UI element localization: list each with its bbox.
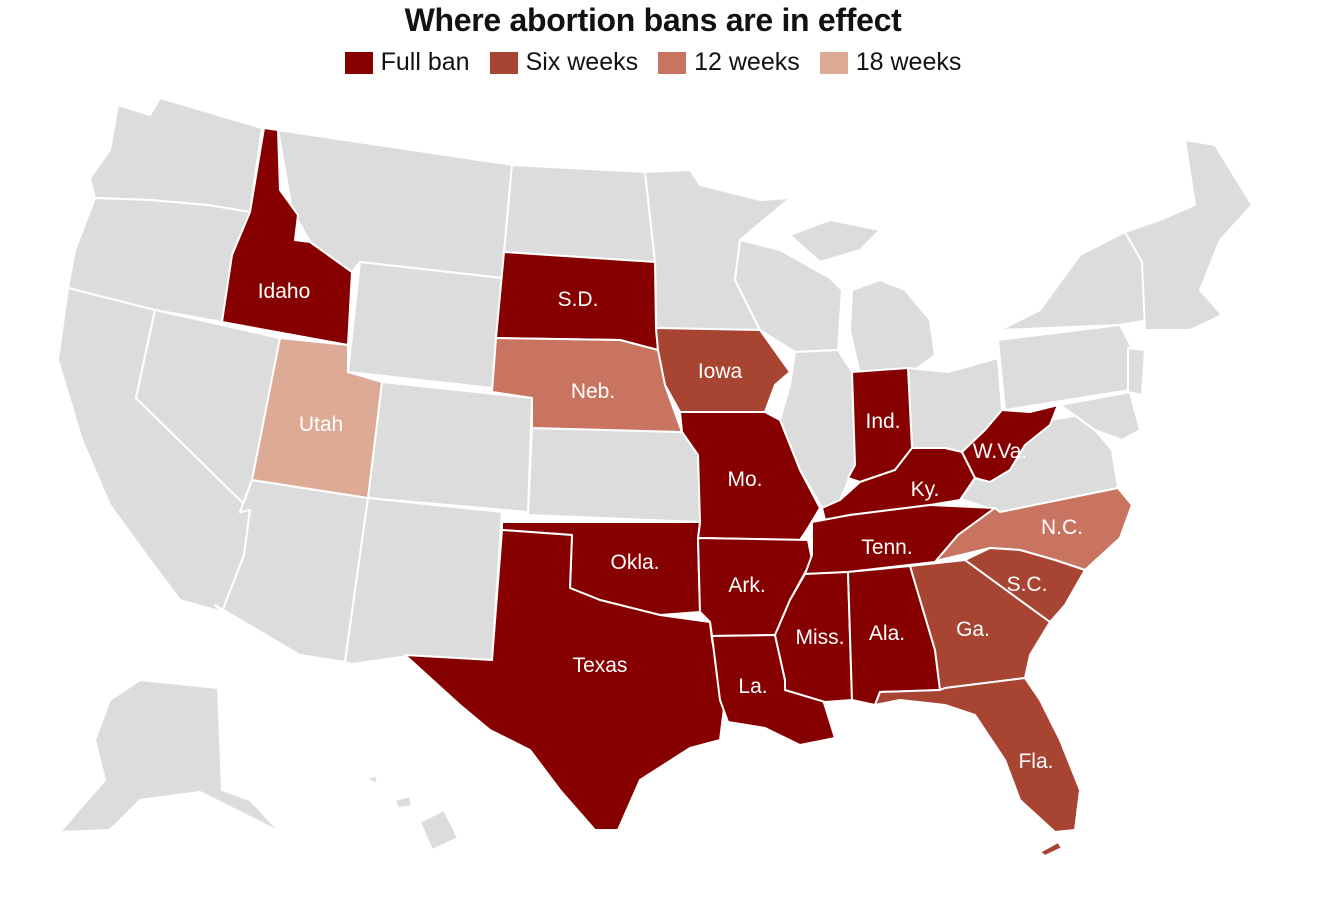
label-iowa: Iowa bbox=[698, 360, 743, 383]
state-florida bbox=[874, 677, 1081, 833]
state-washington bbox=[89, 97, 263, 213]
state-north-dakota bbox=[503, 164, 656, 263]
state-michigan bbox=[789, 219, 936, 376]
state-missouri bbox=[679, 411, 821, 541]
legend-item-18-weeks: 18 weeks bbox=[819, 48, 962, 77]
state-alaska bbox=[59, 679, 281, 833]
legend-label-six-weeks: Six weeks bbox=[525, 48, 639, 76]
label-south-dakota: S.D. bbox=[558, 288, 599, 311]
legend-label-18-weeks: 18 weeks bbox=[855, 48, 962, 76]
label-texas: Texas bbox=[573, 654, 628, 677]
label-tennessee: Tenn. bbox=[861, 536, 912, 559]
legend: Full ban Six weeks 12 weeks 18 weeks bbox=[0, 48, 1306, 77]
label-north-carolina: N.C. bbox=[1041, 516, 1083, 539]
label-oklahoma: Okla. bbox=[610, 551, 659, 574]
label-georgia: Ga. bbox=[956, 618, 990, 641]
no-ban-states bbox=[57, 97, 1253, 851]
state-new-york bbox=[999, 231, 1149, 331]
legend-item-full-ban: Full ban bbox=[344, 48, 470, 77]
legend-swatch-six-weeks bbox=[489, 51, 518, 74]
legend-label-full-ban: Full ban bbox=[380, 48, 470, 76]
ban-states bbox=[221, 127, 1133, 857]
label-louisiana: La. bbox=[738, 675, 767, 698]
state-texas bbox=[404, 529, 726, 831]
state-colorado bbox=[367, 381, 533, 513]
legend-label-12-weeks: 12 weeks bbox=[694, 48, 800, 76]
legend-item-12-weeks: 12 weeks bbox=[658, 48, 800, 77]
state-maryland-delaware bbox=[1059, 391, 1141, 441]
state-west-virginia bbox=[961, 404, 1059, 483]
label-missouri: Mo. bbox=[727, 468, 762, 491]
label-nebraska: Neb. bbox=[571, 380, 615, 403]
legend-swatch-full-ban bbox=[344, 51, 373, 74]
legend-item-six-weeks: Six weeks bbox=[489, 48, 639, 77]
state-labels: Idaho S.D. Iowa Neb. Utah Ind. Mo. Ky. W… bbox=[258, 280, 1083, 773]
label-indiana: Ind. bbox=[865, 410, 900, 433]
state-new-jersey bbox=[1127, 347, 1146, 396]
florida-keys bbox=[1039, 841, 1063, 857]
legend-swatch-18-weeks bbox=[819, 51, 848, 74]
label-alabama: Ala. bbox=[869, 622, 905, 645]
map-title: Where abortion bans are in effect bbox=[404, 2, 902, 38]
state-idaho bbox=[221, 127, 353, 346]
label-mississippi: Miss. bbox=[796, 626, 845, 649]
state-utah bbox=[251, 337, 383, 499]
state-south-carolina bbox=[964, 547, 1086, 623]
label-arkansas: Ark. bbox=[728, 574, 765, 597]
legend-swatch-12-weeks bbox=[658, 51, 687, 74]
state-new-mexico bbox=[344, 497, 503, 665]
label-utah: Utah bbox=[299, 413, 343, 436]
label-south-carolina: S.C. bbox=[1007, 573, 1048, 596]
state-wyoming bbox=[347, 261, 503, 389]
state-kansas bbox=[527, 427, 701, 523]
label-idaho: Idaho bbox=[258, 280, 311, 303]
label-kentucky: Ky. bbox=[911, 478, 940, 501]
label-florida: Fla. bbox=[1018, 750, 1053, 773]
state-hawaii bbox=[364, 775, 459, 851]
label-west-virginia: W.Va. bbox=[973, 440, 1027, 463]
state-new-england bbox=[1124, 139, 1253, 331]
